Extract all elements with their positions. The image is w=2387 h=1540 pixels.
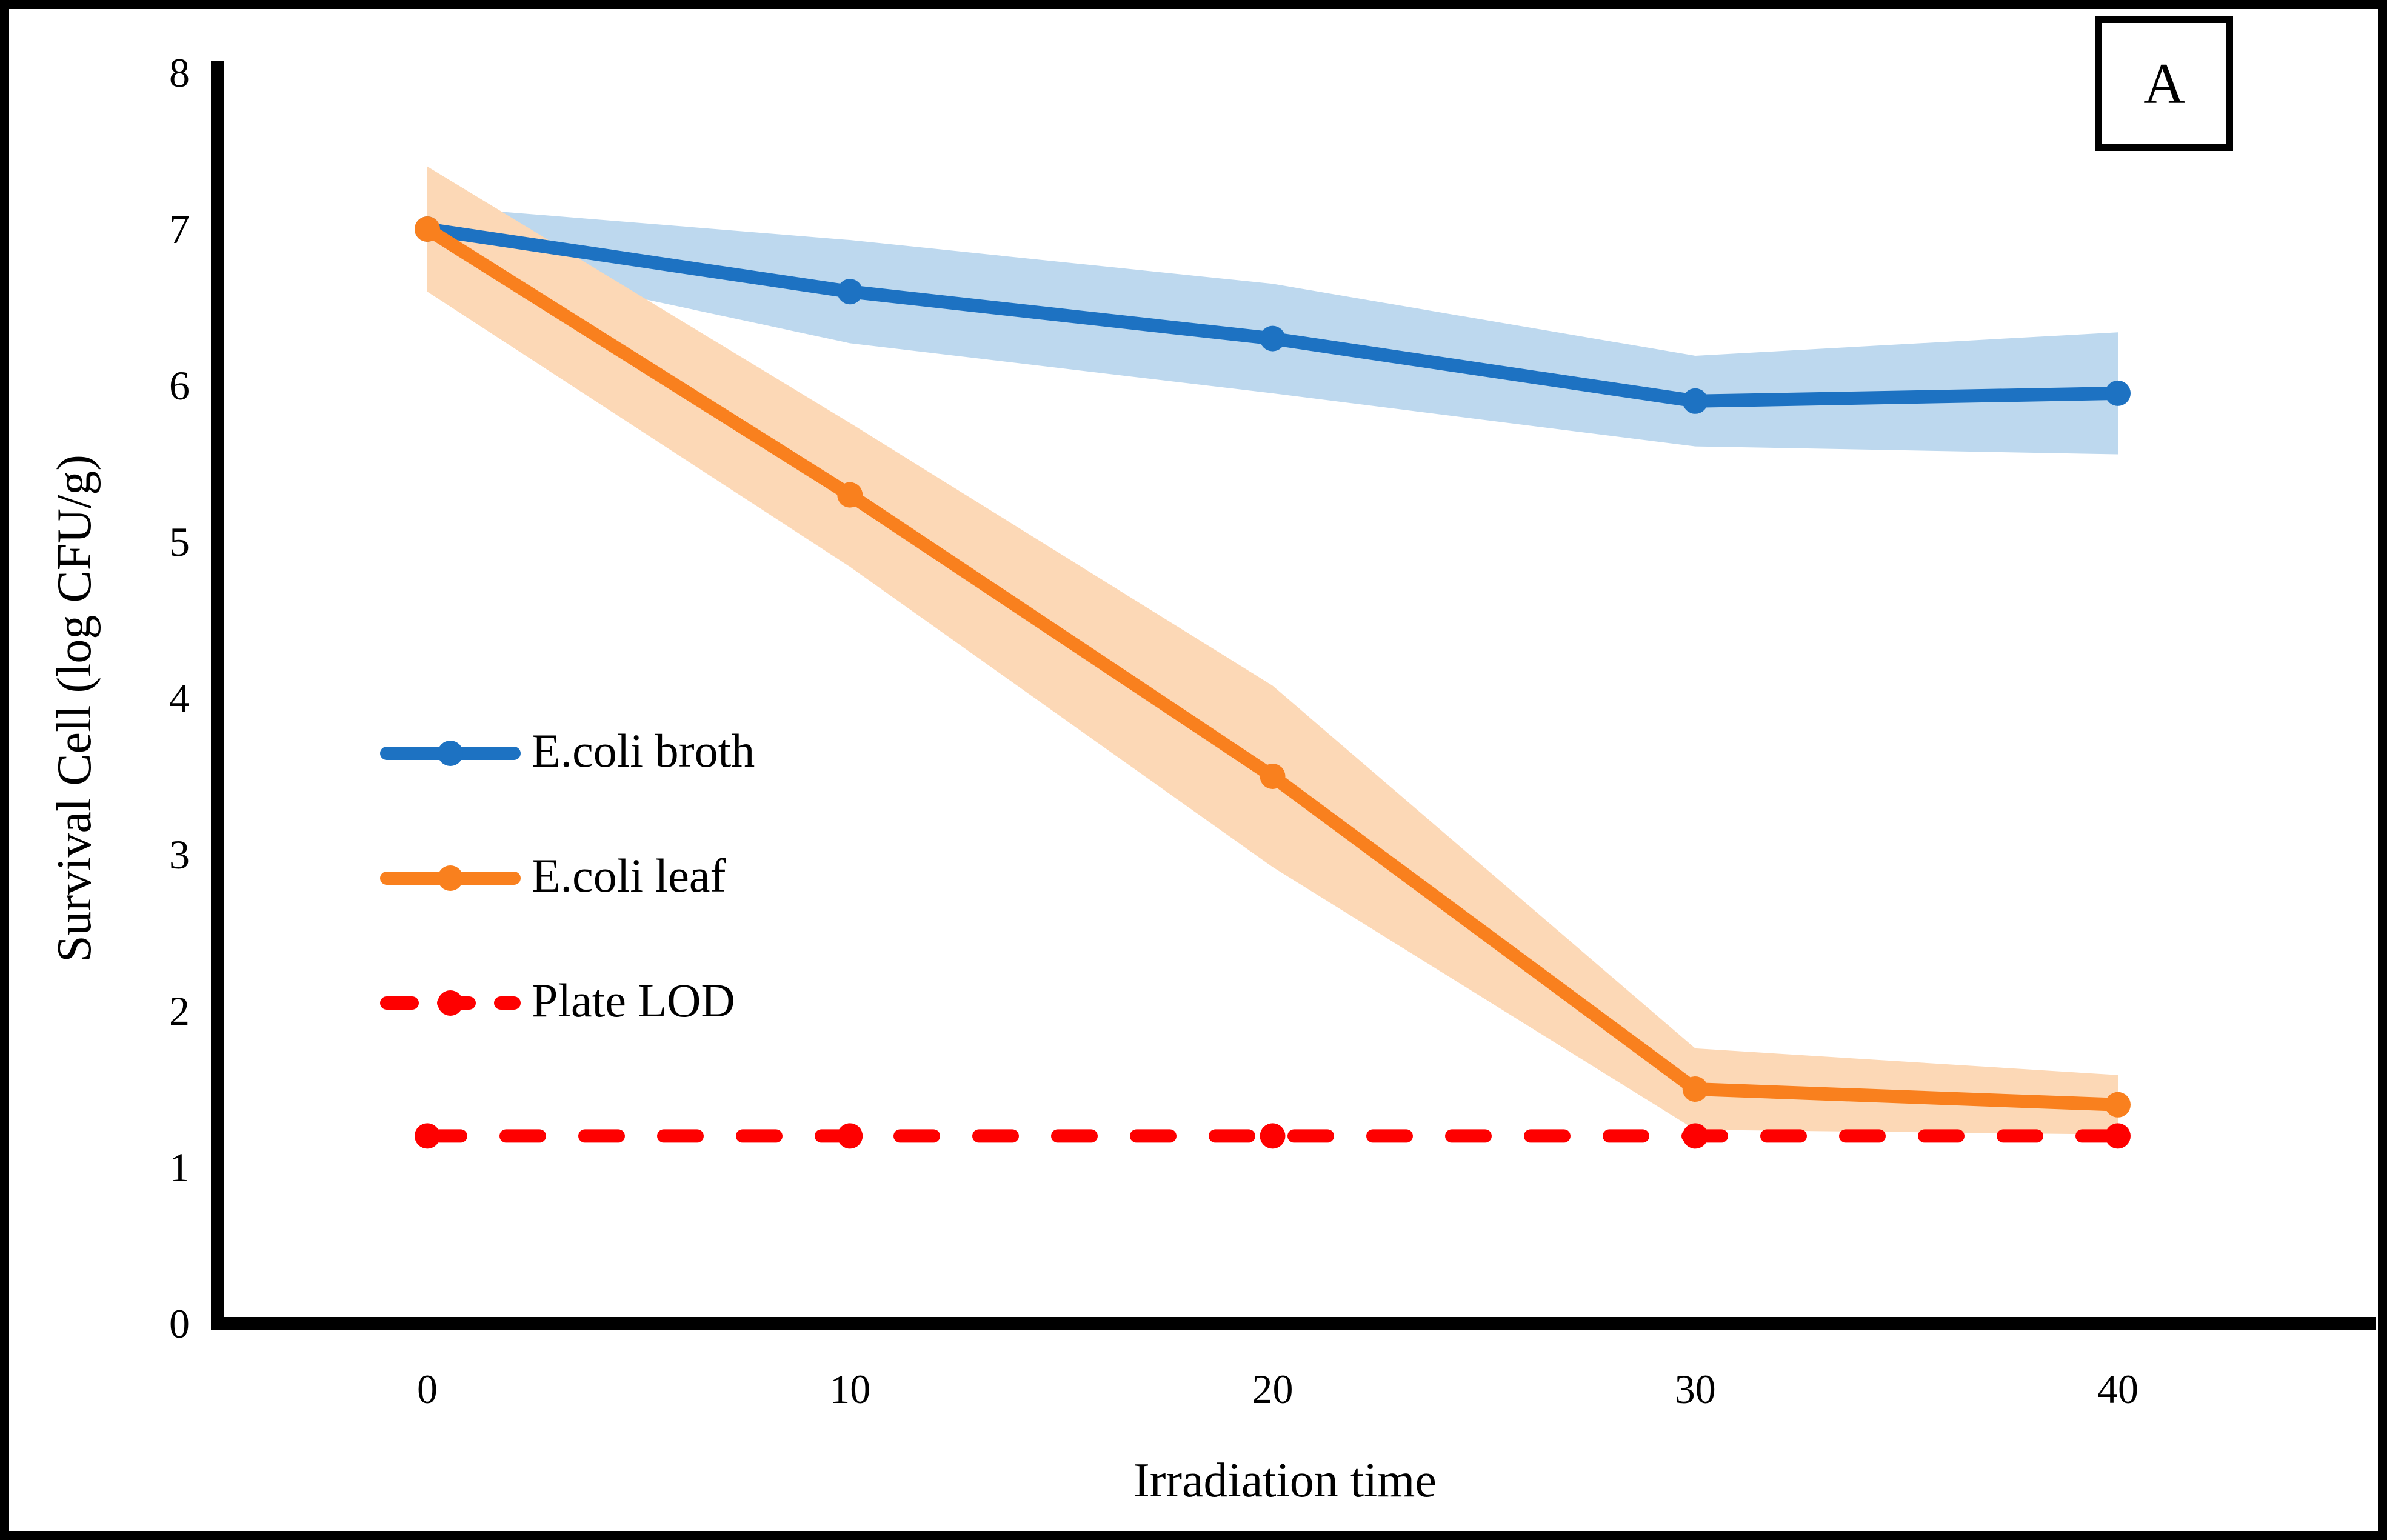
data-point-series-0 xyxy=(837,279,863,305)
legend-label-ecoli-leaf: E.coli leaf xyxy=(532,849,726,902)
data-point-series-2 xyxy=(1260,1123,1286,1149)
legend-label-ecoli-broth: E.coli broth xyxy=(532,724,755,777)
x-axis-title: Irradiation time xyxy=(1133,1454,1437,1507)
x-axis-line xyxy=(211,1317,2376,1330)
y-tick-label-6: 6 xyxy=(169,362,190,408)
legend-item-plate-lod: Plate LOD xyxy=(380,974,755,1027)
y-tick-label-4: 4 xyxy=(169,675,190,721)
data-point-series-1 xyxy=(1260,764,1286,789)
x-tick-label-20: 20 xyxy=(1252,1366,1294,1412)
data-point-series-2 xyxy=(837,1123,863,1149)
y-tick-label-8: 8 xyxy=(169,50,190,96)
chart-plot-area xyxy=(211,61,2376,1330)
x-tick-label-40: 40 xyxy=(2097,1366,2138,1412)
legend-swatch-ecoli-broth xyxy=(380,741,521,766)
x-tick-label-0: 0 xyxy=(417,1366,438,1412)
legend-swatch-plate-lod xyxy=(380,990,521,1016)
legend: E.coli broth E.coli leaf Plate LOD xyxy=(380,724,755,1101)
data-point-series-1 xyxy=(1682,1076,1708,1102)
y-tick-label-3: 3 xyxy=(169,832,190,878)
legend-swatch-ecoli-leaf xyxy=(380,865,521,891)
y-axis-line xyxy=(211,61,224,1330)
legend-label-plate-lod: Plate LOD xyxy=(532,974,735,1027)
data-point-series-0 xyxy=(1682,388,1708,414)
y-tick-label-1: 1 xyxy=(169,1144,190,1190)
data-point-series-1 xyxy=(837,482,863,508)
legend-item-ecoli-leaf: E.coli leaf xyxy=(380,849,755,902)
x-tick-label-10: 10 xyxy=(829,1366,871,1412)
x-tick-label-30: 30 xyxy=(1674,1366,1716,1412)
data-point-series-2 xyxy=(1682,1123,1708,1149)
data-point-series-2 xyxy=(2105,1123,2131,1149)
data-point-series-2 xyxy=(415,1123,440,1149)
data-point-series-1 xyxy=(415,216,440,242)
data-point-series-1 xyxy=(2105,1092,2131,1118)
y-tick-label-0: 0 xyxy=(169,1301,190,1347)
y-tick-label-2: 2 xyxy=(169,988,190,1034)
data-point-series-0 xyxy=(2105,380,2131,406)
data-point-series-0 xyxy=(1260,325,1286,352)
panel-label: A xyxy=(2143,51,2185,116)
y-tick-label-7: 7 xyxy=(169,206,190,252)
y-axis-title: Survival Cell (log CFU/g) xyxy=(48,455,101,962)
y-tick-label-5: 5 xyxy=(169,519,190,565)
panel-label-box: A xyxy=(2095,16,2233,151)
legend-item-ecoli-broth: E.coli broth xyxy=(380,724,755,777)
